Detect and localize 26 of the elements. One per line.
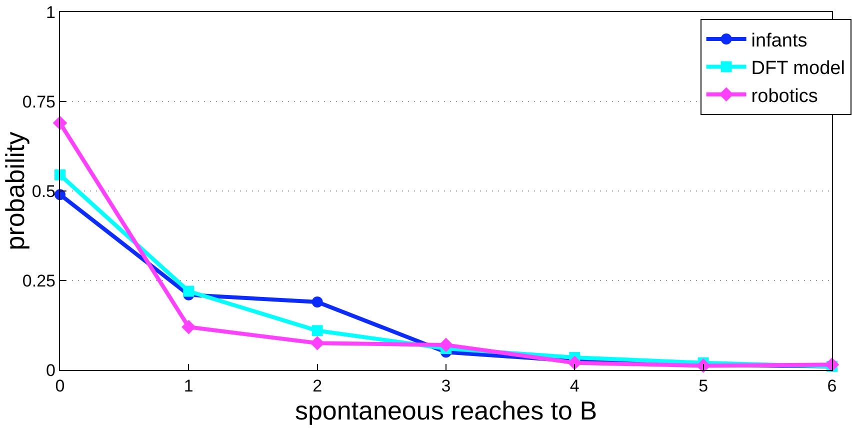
point <box>438 338 454 352</box>
y-tick-label: 1 <box>46 2 56 22</box>
legend-label: infants <box>751 30 808 52</box>
point <box>824 357 840 372</box>
point <box>312 296 323 308</box>
x-tick-label: 4 <box>570 376 580 396</box>
point <box>183 286 194 297</box>
x-axis-title: spontaneous reaches to B <box>294 396 598 426</box>
legend-label: robotics <box>751 86 818 107</box>
x-tick-label: 5 <box>698 376 708 396</box>
x-tick-label: 3 <box>441 376 451 396</box>
y-tick-label: 0 <box>46 360 56 380</box>
x-tick-label: 6 <box>827 376 837 396</box>
point <box>182 320 196 334</box>
legend-label: DFT model <box>751 58 845 80</box>
x-tick-label: 2 <box>312 376 322 396</box>
y-tick-label: 0.75 <box>22 92 56 112</box>
point <box>312 325 323 336</box>
point <box>696 358 710 373</box>
y-tick-label: 0.5 <box>32 182 56 201</box>
point <box>54 169 66 180</box>
point <box>310 336 324 350</box>
y-tick-label: 0.25 <box>22 271 56 290</box>
x-tick-label: 1 <box>184 376 194 396</box>
point <box>568 356 582 370</box>
y-axis-title: probability <box>0 132 30 250</box>
